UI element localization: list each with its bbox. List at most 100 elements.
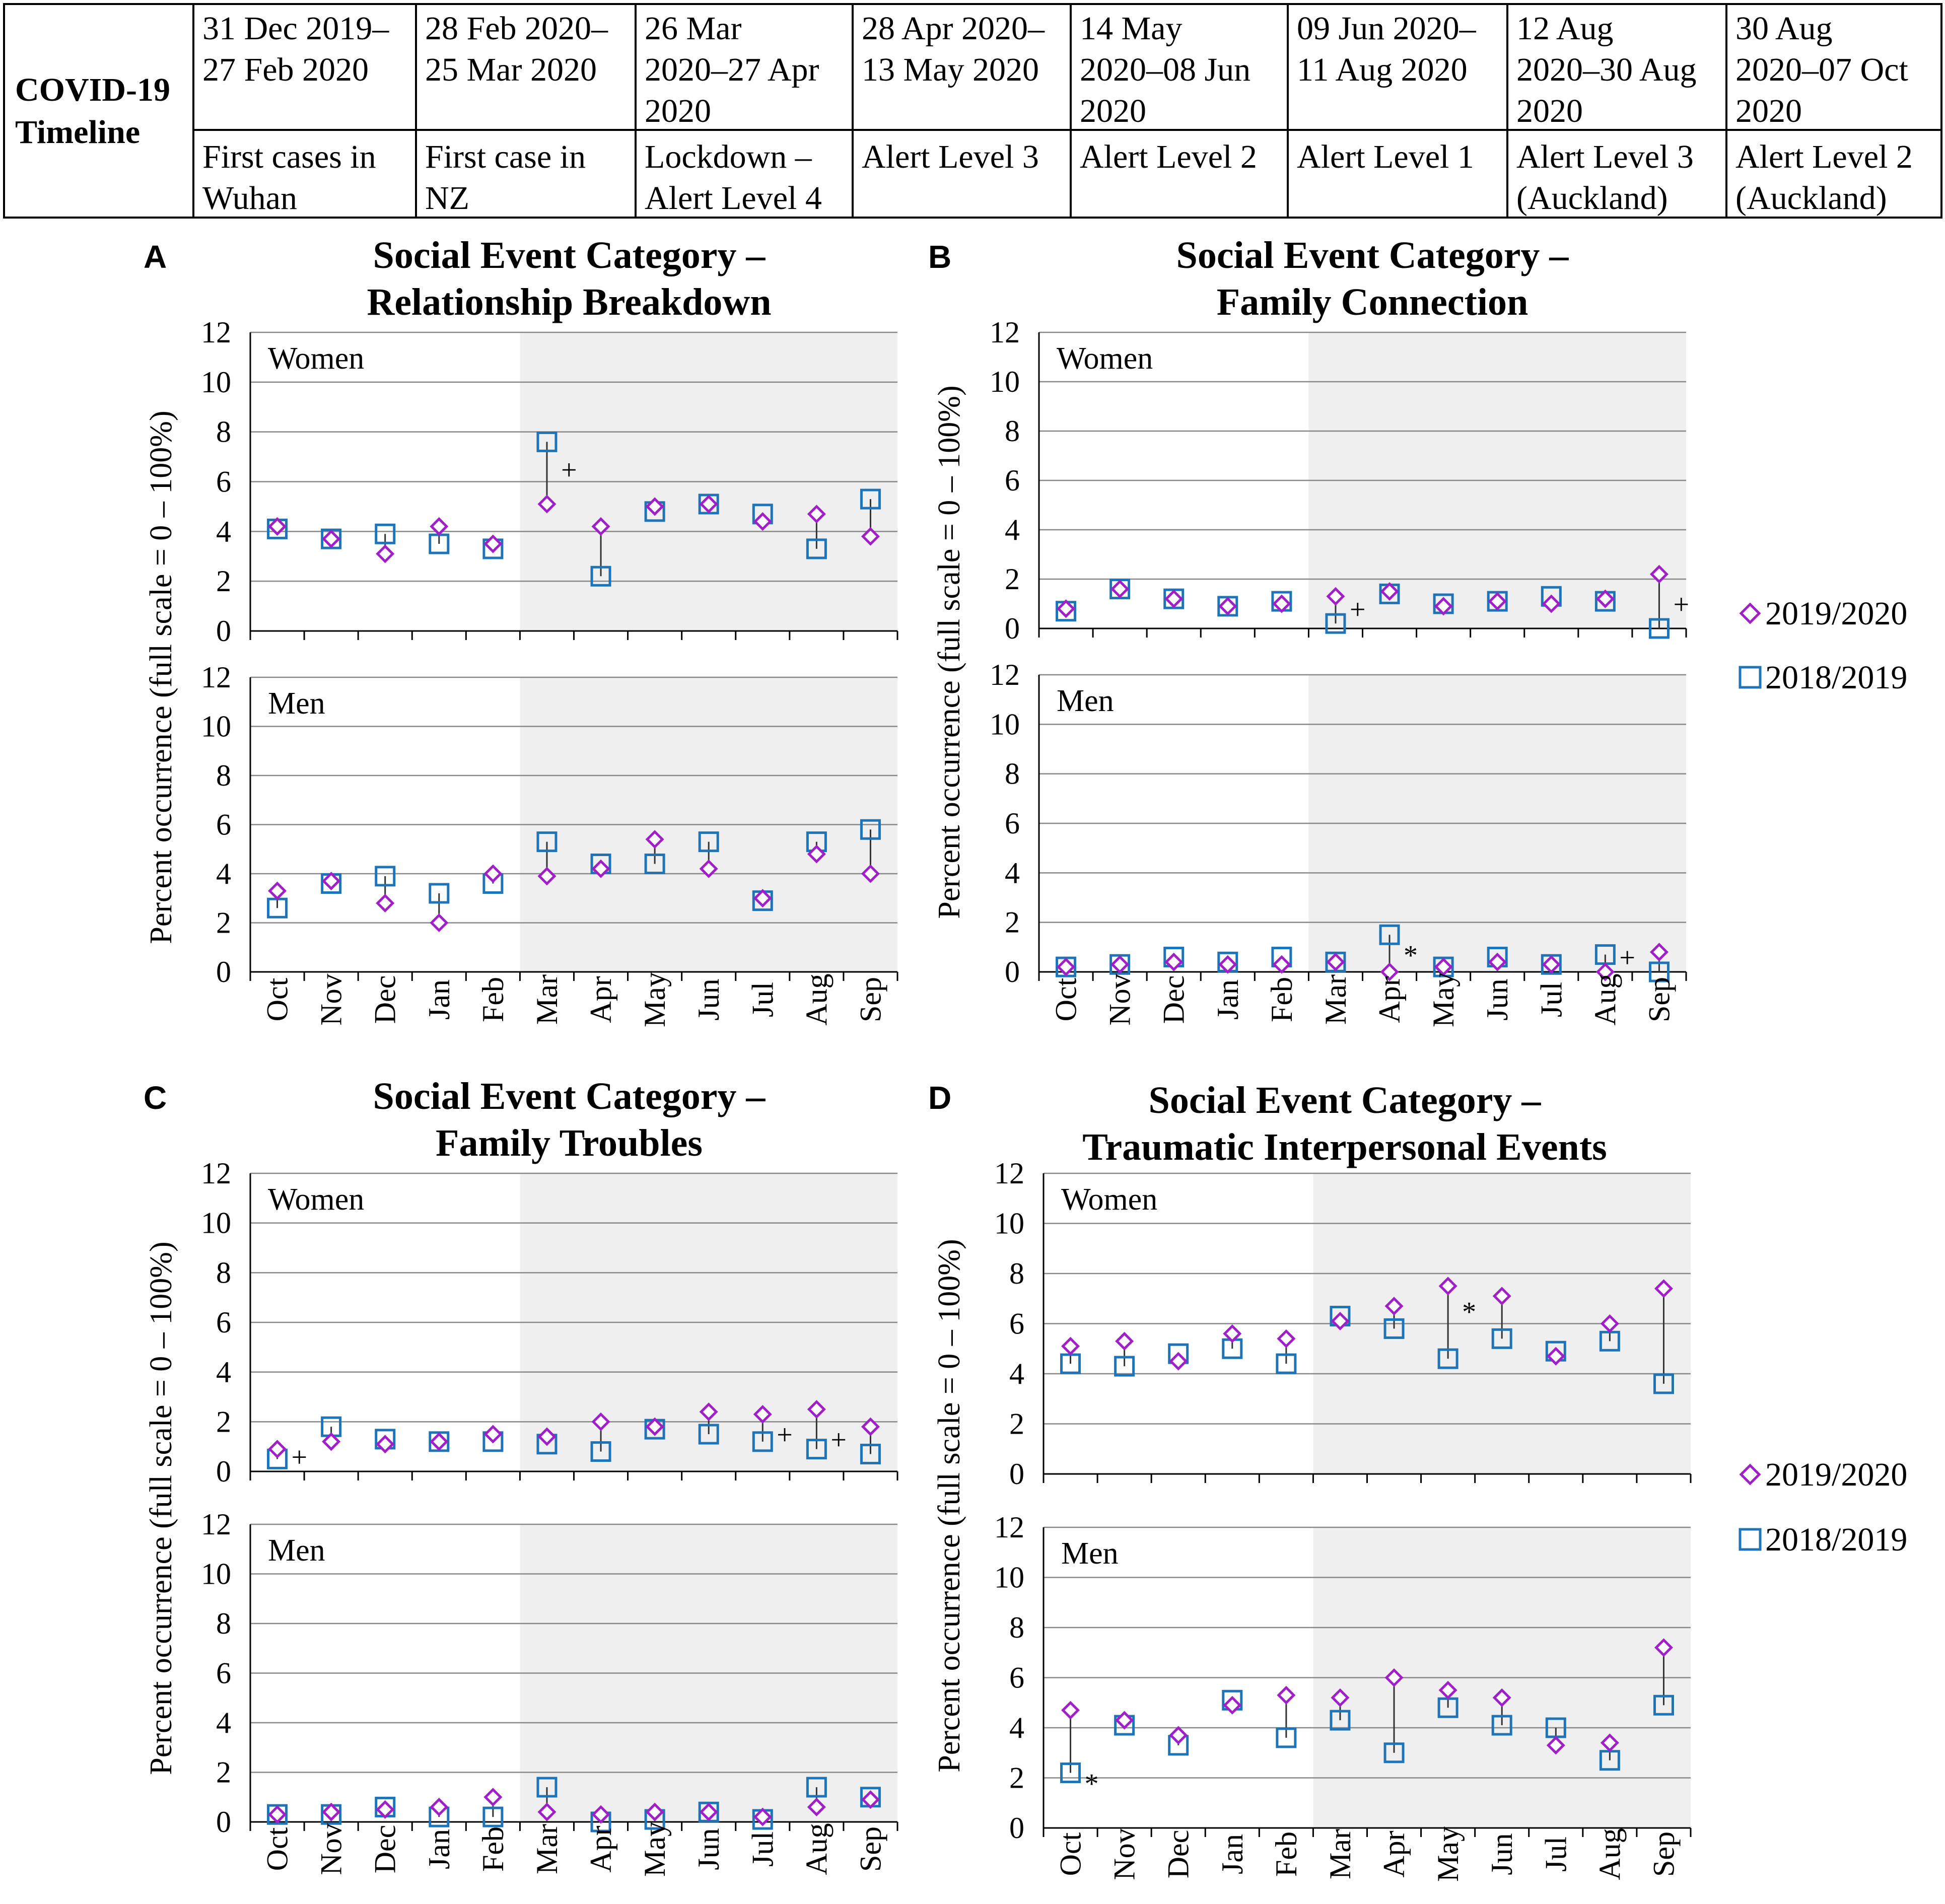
x-tick-label-a-oct: Oct [261,977,294,1021]
marker-2019-2020-c-women-sep [861,1417,880,1436]
panel-letter-d: D [928,1080,951,1116]
marker-2019-2020-d-men-dec [1169,1726,1188,1745]
timeline-title: COVID-19 Timeline [15,72,170,151]
marker-2018-2019-a-women-aug [806,538,827,559]
y-tick-a-men-10: 10 [201,710,231,743]
significance-mark-d-women-1: * [1462,1297,1476,1328]
marker-2019-2020-a-men-feb [483,864,503,883]
marker-2019-2020-b-women-dec [1164,589,1184,608]
y-tick-b-men-8: 8 [1005,757,1020,791]
marker-2019-2020-a-women-apr [591,517,610,536]
marker-2019-2020-b-women-feb [1272,594,1291,613]
y-tick-b-men-12: 12 [990,658,1020,691]
y-tick-b-men-6: 6 [1005,807,1020,840]
marker-2019-2020-c-women-jun [699,1402,718,1422]
timeline-event-cell-6 [1287,129,1508,219]
y-tick-a-women-12: 12 [201,316,231,349]
y-tick-c-women-2: 2 [216,1405,231,1438]
x-tick-label-d-apr: Apr [1377,1830,1411,1877]
marker-2018-2019-d-men-jun [1491,1715,1512,1736]
marker-2019-2020-b-men-mar [1326,952,1345,971]
marker-2019-2020-a-men-oct [268,881,287,900]
timeline-event-cell-4 [852,129,1072,219]
marker-2018-2019-c-women-sep [860,1443,881,1464]
y-tick-c-men-8: 8 [216,1607,231,1640]
y-tick-b-men-10: 10 [990,708,1020,741]
marker-2018-2019-d-women-apr [1383,1318,1405,1339]
y-tick-b-women-4: 4 [1005,513,1020,546]
marker-2019-2020-a-men-jul [753,889,772,908]
x-tick-label-b-oct: Oct [1050,977,1083,1021]
subplot-label-a-men: Men [268,686,325,721]
x-tick-label-c-jul: Jul [746,1831,779,1867]
marker-2019-2020-d-men-jul [1546,1736,1565,1755]
marker-2019-2020-b-men-nov [1110,955,1130,974]
legend-bottom: 2019/2020 2018/2019 [1739,1456,1907,1558]
legend-2019-2020-swatch-bottom [1739,1463,1761,1486]
marker-2019-2020-c-men-jan [430,1797,449,1816]
marker-2019-2020-a-men-jan [430,913,449,933]
marker-2019-2020-b-men-sep [1649,943,1669,962]
marker-2018-2019-d-men-oct [1060,1762,1081,1784]
marker-2018-2019-b-women-sep [1648,618,1670,639]
subplot-d-men: 0 2 4 6 8 10 12 Men * [994,1511,1692,1845]
significance-mark-b-women-2: + [1673,589,1689,620]
panel-title-c-line-2: Family Troubles [436,1122,703,1164]
marker-2019-2020-a-women-aug [807,505,826,524]
marker-2018-2019-d-women-nov [1114,1356,1135,1377]
marker-2019-2020-b-women-aug [1595,589,1615,608]
y-tick-d-men-10: 10 [994,1561,1024,1594]
y-tick-a-women-8: 8 [216,415,231,449]
legend-2018-2019-swatch-bottom [1739,1528,1762,1551]
y-tick-b-women-8: 8 [1005,414,1020,448]
x-tick-label-b-feb: Feb [1265,977,1298,1022]
marker-2019-2020-b-men-jan [1218,955,1237,974]
subplot-b-women: 0 2 4 6 8 10 12 Women + + [990,316,1689,645]
marker-2019-2020-d-men-may [1438,1680,1457,1700]
marker-2019-2020-a-women-jun [699,495,718,514]
significance-mark-c-women-1: + [292,1442,308,1473]
y-tick-d-women-0: 0 [1009,1457,1024,1491]
panel-title-d-line-1: Social Event Category – [1149,1079,1542,1121]
y-tick-b-women-2: 2 [1005,562,1020,596]
x-tick-label-d-dec: Dec [1162,1830,1195,1879]
y-tick-a-men-0: 0 [216,955,231,989]
marker-2019-2020-a-men-mar [537,867,557,886]
y-axis-label-b: Percent occurrence (full scale = 0 – 100… [932,385,966,919]
x-tick-label-d-sep: Sep [1647,1831,1680,1877]
marker-2019-2020-a-men-aug [807,844,826,864]
x-tick-label-a-aug: Aug [800,973,833,1025]
subplot-b-men: 0 2 4 6 8 10 12 Men * + [990,658,1687,989]
panel-title-b-line-2: Family Connection [1217,281,1529,323]
x-tick-label-d-may: May [1431,1826,1465,1882]
marker-2018-2019-b-women-mar [1325,613,1346,634]
marker-2019-2020-c-women-oct [268,1440,287,1459]
marker-2019-2020-d-women-sep [1654,1279,1673,1298]
x-tick-label-c-jan: Jan [423,1829,456,1869]
subplot-label-c-men: Men [268,1533,325,1568]
x-tick-label-a-jun: Jun [692,978,725,1020]
x-tick-label-d-feb: Feb [1270,1831,1303,1877]
y-tick-a-women-0: 0 [216,614,231,648]
marker-2018-2019-a-men-dec [375,866,396,887]
marker-2018-2019-d-women-jun [1491,1328,1512,1349]
x-tick-label-d-jul: Jul [1539,1837,1572,1872]
timeline-date-3: 26 Mar 2020–27 Apr 2020 [645,10,819,129]
marker-2018-2019-c-men-aug [806,1777,827,1798]
marker-2019-2020-c-men-oct [268,1805,287,1824]
marker-2019-2020-c-men-feb [483,1788,503,1807]
y-tick-b-women-6: 6 [1005,464,1020,497]
marker-2019-2020-a-women-sep [861,527,880,546]
x-tick-label-c-dec: Dec [369,1825,402,1874]
marker-2019-2020-d-women-apr [1384,1297,1404,1316]
panel-b: B Social Event Category – Family Connectio… [928,234,1689,1027]
y-tick-b-women-12: 12 [990,316,1020,349]
y-tick-d-women-4: 4 [1009,1357,1024,1390]
timeline-date-4: 28 Apr 2020– 13 May 2020 [862,10,1045,88]
marker-2018-2019-a-men-jan [429,883,450,904]
panel-title-a-line-1: Social Event Category – [373,234,766,276]
panel-letter-a: A [144,239,167,275]
timeline-event-4: Alert Level 3 [862,138,1039,175]
timeline-event-5: Alert Level 2 [1080,138,1257,175]
timeline-event-6: Alert Level 1 [1297,138,1474,175]
